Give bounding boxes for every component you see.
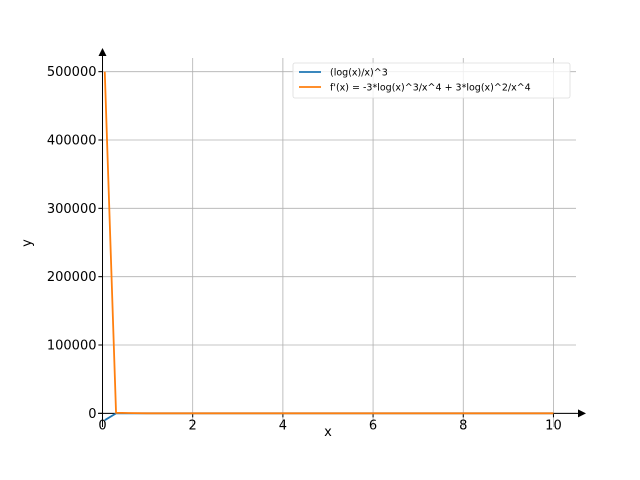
ticks: 0 2 4 6 8 10 0 100000 200000 300000 400000 500000 xyxy=(47,65,562,433)
x-tick-label-4: 8 xyxy=(459,418,467,433)
y-tick-label-5: 500000 xyxy=(47,65,97,80)
x-tick-label-1: 2 xyxy=(189,418,197,433)
y-tick-label-4: 400000 xyxy=(47,134,97,149)
legend: (log(x)/x)^3 f'(x) = -3*log(x)^3/x^4 + 3… xyxy=(292,62,571,99)
y-tick-label-2: 200000 xyxy=(47,270,97,285)
y-tick-label-3: 300000 xyxy=(47,202,97,217)
series-group xyxy=(103,71,554,421)
y-axis-arrow xyxy=(98,48,107,56)
y-tick-label-1: 100000 xyxy=(47,339,97,354)
series-line-1 xyxy=(103,71,554,415)
x-tick-label-0: 0 xyxy=(98,418,106,433)
legend-label-0: (log(x)/x)^3 xyxy=(330,68,388,79)
x-tick-label-3: 6 xyxy=(369,418,377,433)
x-tick-label-2: 4 xyxy=(279,418,287,433)
grid xyxy=(98,58,576,427)
y-tick-label-0: 0 xyxy=(88,407,96,422)
x-tick-label-5: 10 xyxy=(545,418,562,433)
x-axis-arrow xyxy=(578,409,586,418)
legend-box xyxy=(292,62,571,99)
legend-label-1: f'(x) = -3*log(x)^3/x^4 + 3*log(x)^2/x^4 xyxy=(330,83,531,94)
x-axis-label: x xyxy=(324,425,332,440)
y-axis-label: y xyxy=(20,239,35,247)
